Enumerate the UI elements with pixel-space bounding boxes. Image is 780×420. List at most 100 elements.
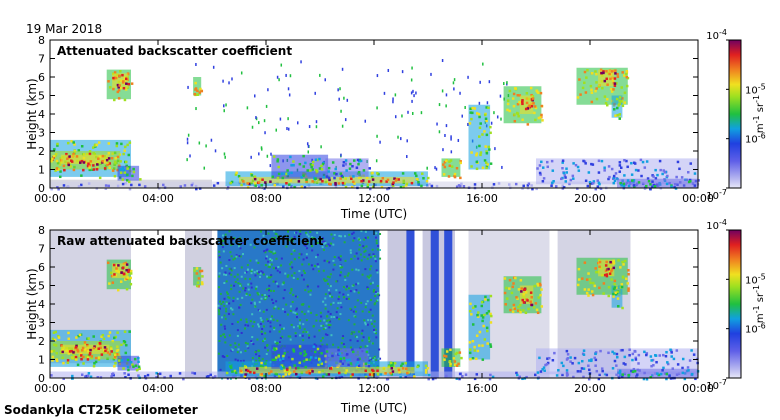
noise-speck [304,289,307,292]
backscatter-cell [652,175,655,178]
noise-speck [355,268,358,271]
backscatter-cell [585,291,589,295]
noise-stripe [444,230,453,378]
y-tick-label: 7 [38,243,45,256]
noise-speck [244,349,247,352]
backscatter-cell [587,377,591,381]
backscatter-cell [119,160,122,163]
noise-speck [265,257,268,260]
backscatter-cell [325,350,329,353]
signal-speck [270,152,272,156]
x-tick-label: 16:00 [466,192,498,205]
backscatter-cell [522,309,525,312]
backscatter-cell [457,184,461,187]
noise-speck [339,255,342,258]
backscatter-cell [605,98,609,101]
noise-speck [326,275,329,278]
noise-speck [360,332,363,335]
backscatter-cell [120,271,123,274]
noise-speck [372,255,375,258]
noise-speck [309,230,312,233]
noise-speck [301,240,304,243]
backscatter-cell [503,291,507,295]
backscatter-cell [617,305,620,308]
backscatter-cell [597,377,601,381]
noise-speck [265,360,268,363]
backscatter-cell [98,341,102,345]
noise-speck [266,349,269,352]
backscatter-cell [270,370,273,373]
backscatter-cell [623,159,626,162]
backscatter-field [50,230,700,381]
noise-speck [329,320,332,323]
backscatter-cell [626,179,630,182]
backscatter-cell [67,163,70,167]
backscatter-cell [579,370,582,373]
backscatter-cell [116,331,119,334]
noise-speck [251,325,254,328]
backscatter-cell [459,184,462,188]
backscatter-cell [339,177,342,180]
backscatter-cell [263,374,267,378]
backscatter-cell [124,77,128,81]
backscatter-cell [621,373,624,376]
backscatter-cell [226,187,229,191]
backscatter-cell [583,81,586,85]
signal-speck [459,91,461,95]
backscatter-cell [516,94,520,97]
backscatter-cell [163,376,166,379]
signal-speck [434,166,436,170]
noise-speck [366,300,369,303]
noise-speck [270,275,273,278]
backscatter-cell [546,165,550,169]
backscatter-cell [101,154,105,158]
backscatter-cell [547,356,551,360]
signal-speck [392,97,394,101]
backscatter-cell [680,176,684,179]
signal-speck [289,74,292,78]
noise-speck [328,276,331,279]
backscatter-cell [453,363,457,367]
noise-speck [254,274,257,277]
backscatter-cell [671,367,675,370]
backscatter-cell [562,171,566,175]
noise-speck [246,264,249,267]
noise-speck [229,377,232,380]
backscatter-cell [639,158,643,162]
noise-speck [277,285,280,288]
backscatter-cell [448,359,452,363]
backscatter-cell [672,357,676,361]
noise-speck [330,242,333,245]
backscatter-cell [297,366,300,370]
backscatter-cell [512,282,515,285]
backscatter-cell [641,160,645,164]
backscatter-cell [588,180,592,184]
noise-speck [244,324,247,327]
backscatter-cell [358,357,361,361]
noise-speck [240,275,243,278]
noise-speck [327,289,330,292]
panel-attenuated: 00:00 04:00 08:00 12:00 16:00 20:00 00:0001234… [25,28,766,221]
backscatter-cell [59,170,62,173]
backscatter-cell [68,350,72,353]
backscatter-cell [526,123,530,126]
backscatter-cell [55,159,59,163]
backscatter-cell [416,365,419,369]
noise-speck [254,287,257,290]
backscatter-cell [655,360,658,364]
backscatter-cell [316,347,320,351]
noise-speck [223,325,226,328]
backscatter-cell [293,370,296,373]
noise-speck [258,359,261,362]
backscatter-cell [628,348,631,351]
backscatter-cell [320,352,323,355]
backscatter-cell [72,141,75,144]
backscatter-cell [195,187,198,191]
x-tick-label: 00:00 [682,382,714,395]
noise-speck [292,293,295,296]
backscatter-cell [481,358,485,361]
backscatter-cell [106,351,110,354]
backscatter-cell [447,175,451,178]
backscatter-cell [588,359,591,362]
backscatter-cell [325,373,329,376]
